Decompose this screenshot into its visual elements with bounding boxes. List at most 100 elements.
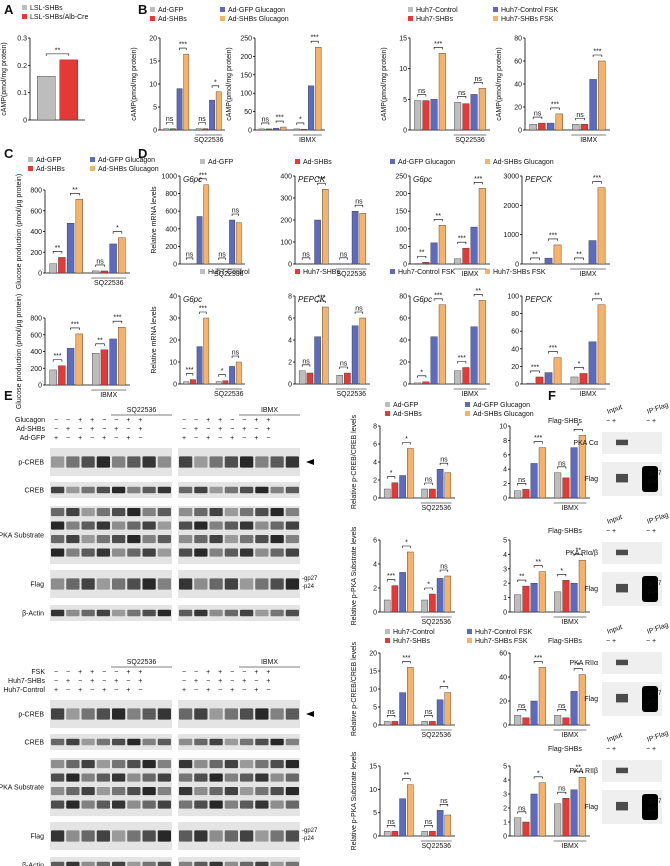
blot-band (209, 456, 223, 468)
blot-band (112, 738, 126, 746)
bar (462, 247, 470, 265)
bar (589, 79, 597, 131)
legend-swatch (150, 7, 155, 12)
blot-band (112, 535, 126, 544)
bar (399, 798, 406, 837)
y-tick-label: 600 (30, 208, 42, 215)
sig-bracket (533, 565, 543, 568)
y-tick-label: 400 (30, 349, 42, 356)
blot-band (270, 548, 284, 557)
bar (391, 721, 399, 726)
sig-bracket (310, 40, 319, 44)
legend-swatch (385, 411, 390, 416)
sig-bracket (533, 776, 543, 779)
treatment-signs: − + − + − + − + (182, 426, 273, 433)
treatment-signs: + − + − + − + − (54, 687, 145, 694)
blot-band (157, 773, 171, 782)
bar (562, 580, 570, 613)
bar (597, 187, 606, 265)
bar (118, 327, 126, 386)
blot-band (224, 800, 238, 809)
blot-band (209, 760, 223, 769)
sig-bracket (433, 218, 443, 222)
blot-bg (602, 542, 662, 564)
bar (399, 572, 406, 613)
y-tick-label: 300 (280, 196, 292, 203)
blot-band (255, 486, 269, 494)
blot-band (112, 861, 126, 866)
legend-swatch (385, 638, 390, 643)
bar (196, 346, 203, 385)
treatment-label: Huh7-SHBs (8, 678, 45, 685)
legend-label: Ad-SHBs (158, 16, 187, 23)
y-tick-label: 0 (515, 262, 519, 269)
blot-band (51, 535, 65, 544)
legend-label: Ad-SHBs (36, 166, 65, 173)
y-tick-label: 0 (403, 128, 407, 135)
blot-band (270, 609, 284, 617)
bar (554, 472, 562, 499)
sig-label: * (427, 582, 430, 589)
y-tick-label: 2 (288, 360, 292, 367)
bar (203, 317, 210, 385)
blot-band (142, 760, 156, 769)
sig-label: ns (440, 798, 448, 805)
y-tick-label: 2 (503, 581, 507, 588)
blot-bg (602, 652, 662, 674)
blot-row-label: β-Actin (22, 863, 44, 866)
legend-label: Ad-GFP (393, 402, 419, 409)
sig-label: ns (218, 251, 226, 258)
sig-label: * (221, 368, 224, 375)
blot-band (66, 787, 80, 796)
blot-band (81, 456, 95, 468)
blot-band (66, 486, 80, 494)
bar (530, 700, 538, 726)
blot-band (642, 576, 658, 602)
bar (391, 482, 399, 499)
sig-bracket (199, 178, 207, 181)
bar (570, 447, 578, 499)
sig-label: ** (535, 559, 541, 566)
bar (578, 777, 586, 837)
blot-band (127, 760, 141, 769)
bar (588, 240, 597, 265)
blot-band (240, 508, 254, 517)
sig-bracket (402, 778, 411, 781)
size-marker: -p24 (646, 479, 659, 485)
group-label: IBMX (299, 137, 316, 144)
bar (444, 472, 452, 499)
blot-band (51, 486, 65, 494)
size-marker: -p24 (646, 807, 659, 813)
bar (399, 692, 406, 726)
treatment-label: Flag-SHBs (548, 746, 582, 753)
blot-band (179, 738, 193, 746)
blot-band (127, 486, 141, 494)
blot-band (224, 548, 238, 557)
sig-bracket (533, 661, 543, 664)
blot-band (157, 708, 171, 720)
group-label: SQ22536 (421, 505, 451, 512)
bar (429, 721, 436, 726)
blot-band (240, 773, 254, 782)
blot-band (194, 548, 208, 557)
blot-bg (50, 734, 172, 750)
blot-band (96, 609, 110, 617)
bar (546, 122, 555, 131)
sig-bracket (45, 53, 70, 56)
bar (578, 559, 586, 613)
group-label: SQ22536 (421, 732, 451, 739)
blot-band (81, 760, 95, 769)
group-label: SQ22536 (336, 391, 366, 398)
y-tick-label: 0 (503, 723, 507, 730)
blot-band (616, 583, 628, 593)
y-tick-label: 0 (153, 128, 157, 135)
bar (265, 128, 272, 131)
legend-swatch (22, 5, 27, 10)
bar (421, 599, 428, 613)
y-tick-label: 60 (511, 329, 519, 336)
sig-bracket (95, 264, 105, 267)
sig-label: ns (425, 819, 433, 826)
sig-bracket (548, 238, 558, 241)
blot-band (285, 738, 299, 746)
